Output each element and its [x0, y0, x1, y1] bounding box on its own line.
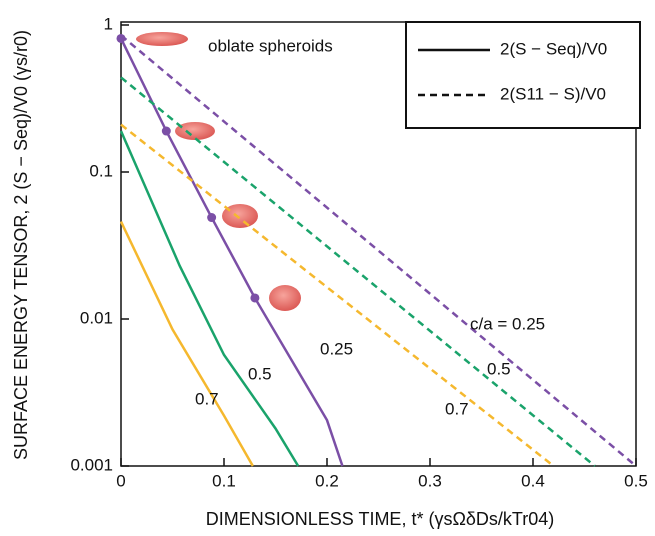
x-axis-label: DIMENSIONLESS TIME, t* (γsΩδDs/kTr04) [206, 509, 555, 529]
point [250, 293, 260, 303]
line [119, 130, 300, 467]
y-axis-label: SURFACE ENERGY TENSOR, 2 (S − Seq)/V0 (γ… [11, 30, 31, 460]
x-tick-label: 0.4 [521, 471, 545, 490]
series-label: 0.5 [487, 359, 511, 378]
line [119, 37, 344, 467]
spheroid [269, 285, 301, 311]
series-label: 0.7 [445, 399, 469, 418]
annotation: oblate spheroids [208, 36, 333, 55]
line [120, 34, 637, 467]
series-label: c/a = 0.25 [470, 314, 545, 333]
series-label: 0.25 [320, 339, 353, 358]
spheroid [222, 204, 258, 228]
x-tick-label: 0.3 [418, 471, 442, 490]
x-tick-label: 0.5 [624, 471, 648, 490]
x-tick-label: 0.1 [212, 471, 236, 490]
series-label: 0.7 [195, 389, 219, 408]
line [119, 221, 254, 467]
point [207, 213, 217, 223]
x-tick-label: 0.2 [315, 471, 339, 490]
point [161, 126, 171, 136]
plot-frame [120, 21, 637, 467]
y-tick-label: 0.001 [70, 455, 113, 474]
y-tick-label: 0.01 [80, 308, 113, 327]
y-tick-label: 1 [104, 14, 113, 33]
series-label: 0.5 [248, 364, 272, 383]
line [120, 76, 596, 467]
legend-box [405, 21, 641, 129]
spheroid [136, 32, 188, 46]
spheroid-icons [136, 32, 301, 311]
line [120, 123, 555, 467]
spheroid [175, 122, 215, 140]
y-tick-label: 0.1 [89, 161, 113, 180]
legend-label: 2(S − Seq)/V0 [500, 39, 607, 58]
x-tick-label: 0 [116, 471, 125, 490]
legend-label: 2(S11 − S)/V0 [500, 84, 606, 103]
